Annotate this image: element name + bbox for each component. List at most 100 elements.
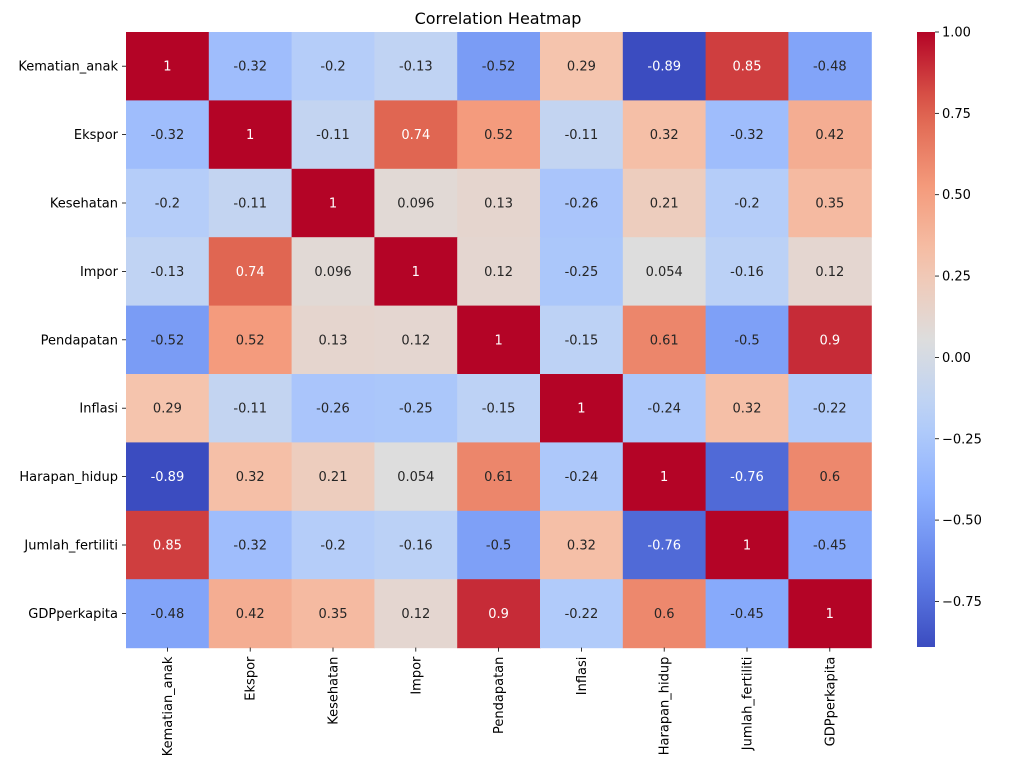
heatmap-cell-r2-c4 bbox=[457, 168, 541, 238]
cell-value-label-r0-c0: 1 bbox=[163, 60, 171, 75]
y-tick-label-6: Harapan_hidup bbox=[19, 470, 118, 485]
heatmap-cells bbox=[126, 32, 872, 649]
heatmap-cell-r7-c4 bbox=[457, 510, 541, 580]
heatmap-cell-r2-c0 bbox=[126, 168, 210, 238]
cell-value-label-r5-c3: -0.25 bbox=[399, 402, 433, 417]
heatmap-cell-r0-c5 bbox=[540, 32, 624, 101]
cell-value-label-r6-c7: -0.76 bbox=[730, 470, 764, 485]
heatmap-cell-r6-c1 bbox=[208, 442, 293, 512]
x-tick-label-5: Inflasi bbox=[575, 657, 590, 696]
cell-value-label-r1-c0: -0.32 bbox=[151, 128, 185, 143]
cell-value-label-r5-c8: -0.22 bbox=[813, 402, 847, 417]
colorbar-tick-label-6: −0.50 bbox=[942, 514, 982, 529]
heatmap-cell-r6-c7 bbox=[705, 442, 789, 512]
cell-value-label-r8-c7: -0.45 bbox=[730, 607, 764, 622]
y-axis-labels: Kematian_anak Ekspor Kesehatan Impor Pendapa… bbox=[18, 60, 126, 622]
colorbar-tick-label-1: 0.75 bbox=[942, 107, 971, 122]
heatmap-cell-r3-c1 bbox=[208, 237, 293, 307]
cell-value-label-r6-c3: 0.054 bbox=[397, 470, 434, 485]
cell-value-label-r1-c5: -0.11 bbox=[565, 128, 599, 143]
colorbar-tick-label-3: 0.25 bbox=[942, 270, 971, 285]
cell-value-label-r2-c7: -0.2 bbox=[734, 197, 759, 212]
cell-value-label-r8-c2: 0.35 bbox=[319, 607, 348, 622]
cell-value-label-r6-c8: 0.6 bbox=[819, 470, 840, 485]
x-tick-label-3: Impor bbox=[409, 656, 424, 695]
x-tick-label-6: Harapan_hidup bbox=[658, 657, 673, 756]
heatmap-cell-r0-c8 bbox=[788, 32, 872, 101]
cell-value-label-r2-c8: 0.35 bbox=[815, 197, 844, 212]
cell-value-label-r3-c2: 0.096 bbox=[314, 265, 351, 280]
cell-value-label-r1-c8: 0.42 bbox=[815, 128, 844, 143]
cell-value-label-r6-c6: 1 bbox=[660, 470, 668, 485]
y-tick-label-0: Kematian_anak bbox=[18, 60, 118, 75]
heatmap-cell-r5-c6 bbox=[622, 374, 707, 443]
cell-value-label-r5-c5: 1 bbox=[577, 402, 585, 417]
cell-value-label-r0-c2: -0.2 bbox=[320, 60, 345, 75]
heatmap-cell-r0-c3 bbox=[374, 32, 458, 101]
y-tick-label-5: Inflasi bbox=[79, 402, 118, 417]
cell-value-label-r1-c6: 0.32 bbox=[650, 128, 679, 143]
heatmap-cell-r7-c1 bbox=[208, 510, 293, 580]
heatmap-cell-r8-c5 bbox=[540, 579, 624, 649]
cell-value-label-r4-c0: -0.52 bbox=[151, 333, 185, 348]
cell-value-label-r6-c5: -0.24 bbox=[565, 470, 599, 485]
cell-value-label-r1-c3: 0.74 bbox=[401, 128, 430, 143]
heatmap-cell-r3-c8 bbox=[788, 237, 872, 307]
heatmap-cell-r4-c7 bbox=[705, 305, 789, 375]
cell-value-label-r6-c2: 0.21 bbox=[319, 470, 348, 485]
heatmap-cell-r2-c5 bbox=[540, 168, 624, 238]
cell-value-label-r3-c4: 0.12 bbox=[484, 265, 513, 280]
cell-value-label-r5-c4: -0.15 bbox=[482, 402, 516, 417]
heatmap-cell-r0-c6 bbox=[622, 32, 707, 101]
heatmap-cell-r7-c5 bbox=[540, 510, 624, 580]
heatmap-cell-r4-c0 bbox=[126, 305, 210, 375]
heatmap-cell-r4-c4 bbox=[457, 305, 541, 375]
heatmap-cell-r2-c2 bbox=[291, 168, 375, 238]
cell-value-label-r0-c3: -0.13 bbox=[399, 60, 433, 75]
cell-value-label-r3-c6: 0.054 bbox=[646, 265, 683, 280]
cell-value-label-r8-c8: 1 bbox=[826, 607, 834, 622]
heatmap-cell-r5-c1 bbox=[208, 374, 293, 443]
heatmap-cell-r8-c1 bbox=[208, 579, 293, 649]
heatmap-cell-r5-c8 bbox=[788, 374, 872, 443]
x-tick-label-2: Kesehatan bbox=[327, 657, 342, 725]
heatmap-cell-r4-c5 bbox=[540, 305, 624, 375]
heatmap-cell-r7-c0 bbox=[126, 510, 210, 580]
colorbar-gradient bbox=[917, 32, 935, 647]
heatmap-cell-r1-c1 bbox=[208, 100, 293, 170]
cell-value-label-r0-c8: -0.48 bbox=[813, 60, 847, 75]
cell-value-label-r4-c7: -0.5 bbox=[734, 333, 759, 348]
cell-value-label-r7-c5: 0.32 bbox=[567, 539, 596, 554]
heatmap-cell-r5-c7 bbox=[705, 374, 789, 443]
cell-value-label-r4-c2: 0.13 bbox=[319, 333, 348, 348]
heatmap-cell-r1-c4 bbox=[457, 100, 541, 170]
heatmap-cell-r5-c5 bbox=[540, 374, 624, 443]
heatmap-cell-r7-c2 bbox=[291, 510, 375, 580]
cell-value-label-r7-c8: -0.45 bbox=[813, 539, 847, 554]
cell-value-label-r7-c0: 0.85 bbox=[153, 539, 182, 554]
cell-value-label-r0-c6: -0.89 bbox=[647, 60, 681, 75]
y-tick-label-8: GDPperkapita bbox=[28, 607, 118, 622]
cell-value-label-r6-c0: -0.89 bbox=[151, 470, 185, 485]
cell-value-label-r4-c5: -0.15 bbox=[565, 333, 599, 348]
heatmap-cell-r1-c5 bbox=[540, 100, 624, 170]
heatmap-cell-r0-c1 bbox=[208, 32, 293, 101]
colorbar-tick-label-7: −0.75 bbox=[942, 595, 982, 610]
heatmap-cell-r8-c8 bbox=[788, 579, 872, 649]
heatmap-cell-r5-c3 bbox=[374, 374, 458, 443]
y-tick-label-4: Pendapatan bbox=[41, 333, 118, 348]
cell-value-label-r3-c3: 1 bbox=[412, 265, 420, 280]
cell-value-label-r1-c7: -0.32 bbox=[730, 128, 764, 143]
cell-value-label-r4-c6: 0.61 bbox=[650, 333, 679, 348]
cell-value-label-r2-c3: 0.096 bbox=[397, 197, 434, 212]
cell-value-label-r7-c3: -0.16 bbox=[399, 539, 433, 554]
heatmap-cell-r0-c7 bbox=[705, 32, 789, 101]
heatmap-cell-r6-c2 bbox=[291, 442, 375, 512]
cell-value-label-r2-c0: -0.2 bbox=[155, 197, 180, 212]
cell-value-label-r7-c6: -0.76 bbox=[647, 539, 681, 554]
heatmap-cell-r2-c3 bbox=[374, 168, 458, 238]
heatmap-cell-r3-c2 bbox=[291, 237, 375, 307]
cell-value-label-r3-c1: 0.74 bbox=[236, 265, 265, 280]
heatmap-cell-r7-c6 bbox=[622, 510, 707, 580]
heatmap-cell-r0-c0 bbox=[126, 32, 210, 101]
